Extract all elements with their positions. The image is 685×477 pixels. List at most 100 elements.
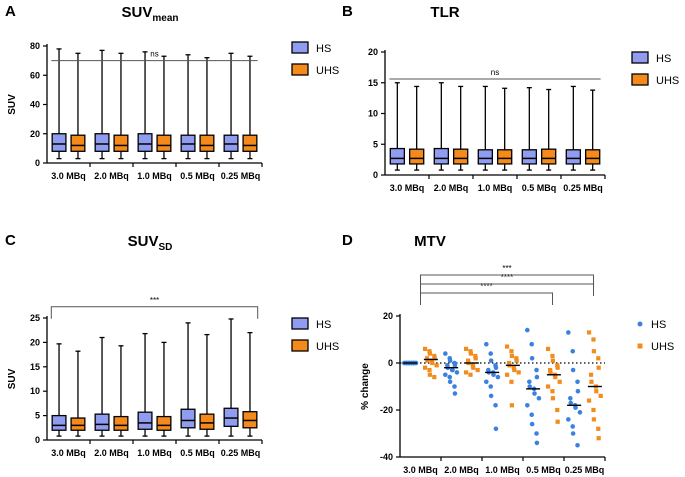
panel-b-letter: B bbox=[342, 3, 353, 20]
panel-a-box-uhs-1 bbox=[113, 52, 129, 160]
panel-d-point-uhs bbox=[432, 353, 437, 359]
panel-d-point-hs bbox=[529, 421, 535, 427]
significance-bracket bbox=[420, 283, 595, 296]
panel-c-y-tick-label: 25 bbox=[30, 313, 40, 323]
panel-a-x-tick-label: 0.5 MBq bbox=[180, 171, 215, 181]
panel-d-point-uhs bbox=[550, 396, 555, 401]
panel-d-point-uhs bbox=[425, 358, 430, 363]
panel-c-y-tick-label: 10 bbox=[30, 386, 40, 396]
panel-d-y-tick-label: -20 bbox=[380, 405, 393, 415]
panel-d-significance-0: **** bbox=[420, 282, 554, 305]
panel-c-y-label: SUV bbox=[7, 368, 18, 389]
panel-d-point-hs bbox=[570, 431, 576, 436]
panel-a-box-uhs-2 bbox=[156, 55, 172, 160]
panel-d-point-hs bbox=[452, 391, 458, 396]
panel-a-box-hs-1 bbox=[94, 49, 110, 160]
legend-marker-uhs bbox=[637, 343, 643, 349]
panel-a-y-tick-label: 0 bbox=[35, 158, 40, 168]
panel-d-point-uhs bbox=[506, 360, 512, 366]
panel-c-box-uhs-0 bbox=[70, 350, 86, 437]
panel-b-y-tick-label: 10 bbox=[368, 109, 378, 119]
panel-d-point-uhs bbox=[509, 379, 514, 384]
legend-label-uhs: UHS bbox=[316, 65, 339, 77]
panel-d-point-hs bbox=[452, 363, 458, 368]
panel-b-title: TLR bbox=[430, 4, 459, 21]
panel-c-box-uhs-3 bbox=[199, 333, 215, 437]
panel-d-point-uhs bbox=[465, 358, 471, 363]
box-body bbox=[113, 134, 129, 152]
panel-b-box-uhs-3 bbox=[540, 88, 557, 171]
significance-label: ns bbox=[491, 68, 499, 77]
panel-d-point-uhs bbox=[545, 346, 551, 351]
panel-d-point-uhs bbox=[591, 337, 596, 342]
box-body bbox=[199, 134, 215, 152]
panel-c-y-tick-label: 0 bbox=[35, 435, 40, 445]
panel-d-point-uhs bbox=[586, 398, 592, 403]
panel-d-point-uhs bbox=[434, 363, 439, 368]
panel-d-point-hs bbox=[525, 403, 530, 408]
panel-a-y-tick-label: 40 bbox=[30, 100, 40, 110]
panel-d-point-hs bbox=[484, 341, 489, 347]
box-body bbox=[156, 415, 172, 431]
panel-d-point-hs bbox=[575, 442, 580, 448]
panel-a-title: SUVmean bbox=[122, 4, 179, 24]
panel-d-point-uhs bbox=[463, 346, 469, 351]
panel-a-box-uhs-0 bbox=[70, 52, 86, 160]
panel-b-box-uhs-1 bbox=[452, 85, 469, 171]
panel-a-title-main: SUV bbox=[122, 4, 153, 21]
box-body bbox=[51, 414, 67, 431]
panel-b-box-hs-3 bbox=[521, 87, 538, 171]
panel-b-title-main: TLR bbox=[430, 4, 459, 21]
panel-a-legend: HS UHS bbox=[291, 41, 339, 77]
panel-c-box-uhs-2 bbox=[156, 341, 172, 437]
panel-b-box-uhs-2 bbox=[496, 87, 513, 171]
panel-d-point-uhs bbox=[557, 379, 562, 384]
panel-d-point-uhs bbox=[427, 351, 432, 356]
panel-d-point-uhs bbox=[588, 372, 594, 377]
panel-b-legend: HS UHS bbox=[631, 51, 679, 87]
panel-d-point-hs bbox=[447, 358, 453, 363]
panel-d-point-uhs bbox=[598, 393, 603, 398]
panel-d-point-uhs bbox=[555, 363, 560, 368]
panel-c-box-uhs-4 bbox=[242, 331, 258, 437]
panel-b-y-tick-label: 15 bbox=[368, 78, 378, 88]
box-body bbox=[199, 413, 215, 430]
panel-d-point-hs bbox=[525, 327, 530, 333]
panel-d-point-uhs bbox=[550, 358, 555, 363]
panel-a-box-uhs-4 bbox=[242, 55, 258, 160]
box-body bbox=[156, 134, 172, 152]
panel-d-point-uhs bbox=[509, 403, 514, 408]
panel-c-x-tick-label: 0.5 MBq bbox=[180, 448, 215, 458]
legend-swatch-hs bbox=[291, 41, 309, 54]
panel-d-legend: HS UHS bbox=[637, 319, 674, 353]
panel-d-point-uhs bbox=[516, 370, 521, 375]
panel-a-box-hs-4 bbox=[223, 52, 239, 160]
panel-d-point-hs bbox=[488, 351, 494, 356]
panel-d-point-hs bbox=[534, 440, 540, 446]
panel-b-box-uhs-0 bbox=[408, 85, 425, 171]
panel-d-x-tick-label: 0.5 MBq bbox=[526, 465, 561, 475]
box-body bbox=[113, 415, 129, 431]
panel-d-point-uhs bbox=[512, 367, 517, 373]
panel-d-point-hs bbox=[566, 417, 571, 422]
panel-d-point-uhs bbox=[504, 372, 510, 377]
box-body bbox=[540, 148, 557, 165]
panel-a-box-hs-2 bbox=[137, 51, 153, 160]
panel-c-x-tick-label: 0.25 MBq bbox=[221, 448, 261, 458]
panel-c-box-hs-3 bbox=[180, 322, 196, 437]
panel-d-letter: D bbox=[342, 232, 353, 249]
panel-d-point-hs bbox=[493, 403, 498, 408]
panel-d-point-uhs bbox=[555, 365, 560, 370]
legend-label-hs: HS bbox=[316, 319, 331, 331]
panel-c-box-hs-0 bbox=[51, 343, 67, 437]
panel-b-y-tick-label: 5 bbox=[373, 139, 378, 149]
panel-d-point-uhs bbox=[596, 426, 601, 431]
panel-c-significance-0: *** bbox=[50, 296, 259, 319]
panel-d-point-uhs bbox=[591, 407, 596, 413]
box-body bbox=[584, 149, 601, 165]
panel-d-point-uhs bbox=[594, 389, 599, 394]
panel-a-box-hs-3 bbox=[180, 54, 196, 160]
panel-c-title-sub: SD bbox=[158, 242, 172, 253]
panel-d-point-hs bbox=[527, 384, 533, 389]
panel-d-point-hs bbox=[570, 367, 576, 373]
